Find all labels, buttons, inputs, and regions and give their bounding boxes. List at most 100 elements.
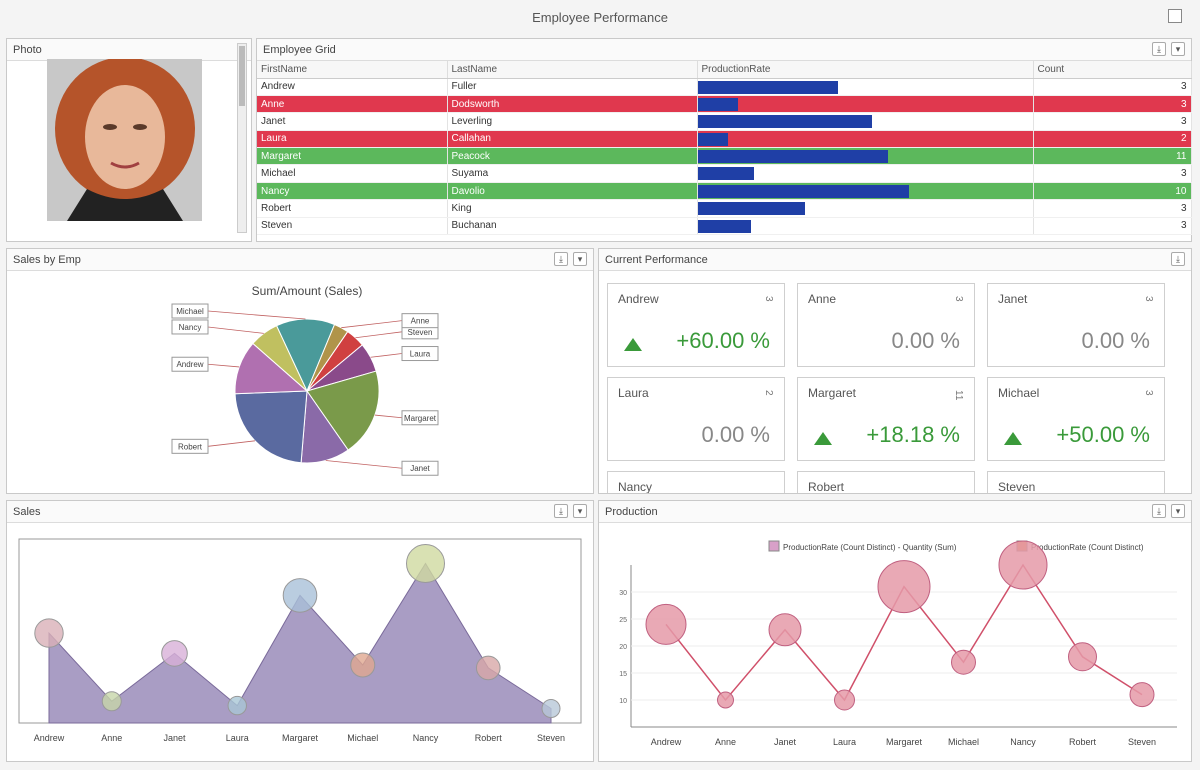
bubble-point[interactable] — [1068, 642, 1097, 672]
first-name-cell: Janet — [257, 112, 448, 131]
card-name: Anne — [808, 292, 837, 306]
bubble-point[interactable] — [1129, 682, 1155, 708]
pie-label: Nancy — [179, 323, 202, 332]
sales2-panel-title: Sales — [13, 505, 41, 518]
bubble-point[interactable] — [951, 649, 976, 675]
title-bar: Employee Performance — [0, 0, 1200, 34]
bubble-point[interactable] — [768, 613, 802, 647]
sales-export-icon[interactable]: ⤓ — [554, 252, 568, 266]
column-header[interactable]: ProductionRate — [697, 61, 1034, 79]
card-value: 0.00 % — [1081, 328, 1151, 353]
card-name: Margaret — [808, 386, 857, 400]
bubble-point[interactable] — [998, 540, 1048, 590]
sales-panel: Sales ⤓ ▾ Andrew Anne Janet Laura Margaret Mi… — [6, 500, 594, 762]
sales-filter-icon[interactable]: ▾ — [573, 252, 587, 266]
prod-filter-icon[interactable]: ▾ — [1171, 504, 1185, 518]
x-tick-label: Robert — [475, 733, 503, 743]
data-point[interactable] — [227, 695, 247, 716]
pie-label: Anne — [411, 317, 430, 326]
column-header[interactable]: Count — [1033, 61, 1192, 79]
performance-card[interactable]: Steven — [987, 471, 1165, 493]
column-header[interactable]: LastName — [447, 61, 698, 79]
card-name: Robert — [808, 480, 845, 494]
table-row[interactable]: Margaret Peacock 11 — [257, 147, 1192, 166]
sales2-export-icon[interactable]: ⤓ — [554, 504, 568, 518]
y-tick-label: 15 — [619, 671, 627, 678]
performance-card[interactable]: Janet 3 0.00 % — [987, 283, 1165, 367]
sales2-filter-icon[interactable]: ▾ — [573, 504, 587, 518]
pie-leader-line — [370, 353, 403, 358]
bubble-point[interactable] — [877, 560, 931, 614]
performance-card[interactable]: Michael 3 +50.00 % — [987, 377, 1165, 461]
grid-filter-icon[interactable]: ▾ — [1171, 42, 1185, 56]
data-point[interactable] — [101, 691, 122, 712]
bubble-chart: ProductionRate (Count Distinct) - Quanti… — [619, 540, 1177, 747]
x-tick-label: Andrew — [34, 733, 65, 743]
employee-photo — [47, 59, 202, 221]
data-point[interactable] — [34, 618, 64, 648]
first-name-cell: Margaret — [257, 147, 448, 166]
card-name: Michael — [998, 386, 1040, 400]
table-row[interactable]: Anne Dodsworth 3 — [257, 95, 1192, 114]
card-name: Andrew — [618, 292, 659, 306]
pie-slice[interactable] — [306, 323, 349, 392]
data-point[interactable] — [406, 544, 445, 583]
employee-table: FirstName LastName ProductionRate Count … — [257, 61, 1192, 236]
pie-slice[interactable] — [234, 390, 308, 464]
production-rate-bar — [697, 115, 872, 129]
pie-slice[interactable] — [306, 370, 380, 451]
table-row[interactable]: Laura Callahan 2 — [257, 130, 1192, 149]
performance-card[interactable]: Margaret 11 +18.18 % — [797, 377, 975, 461]
trend-up-icon — [1004, 432, 1022, 445]
production-rate-bar — [697, 202, 805, 216]
bubble-point[interactable] — [834, 689, 855, 711]
y-tick-label: 20 — [619, 644, 627, 651]
maximize-button[interactable] — [1168, 9, 1182, 23]
performance-card[interactable]: Nancy — [607, 471, 785, 493]
x-tick-label: Laura — [226, 733, 249, 743]
column-header[interactable]: FirstName — [257, 61, 448, 79]
production-rate-bar — [697, 132, 728, 146]
pie-leader-line — [374, 414, 403, 419]
performance-card[interactable]: Andrew 3 +60.00 % — [607, 283, 785, 367]
data-point[interactable] — [161, 640, 188, 667]
perf-export-icon[interactable]: ⤓ — [1171, 252, 1185, 266]
pie-leader-line — [341, 320, 403, 329]
table-row[interactable]: Steven Buchanan 3 — [257, 217, 1192, 236]
pie-leader-line — [325, 460, 403, 469]
table-row[interactable]: Andrew Fuller 3 — [257, 78, 1192, 96]
data-point[interactable] — [475, 655, 501, 681]
data-point[interactable] — [350, 652, 376, 678]
first-name-cell: Steven — [257, 217, 448, 236]
first-name-cell: Anne — [257, 95, 448, 114]
pie-label: Robert — [178, 442, 203, 451]
performance-card[interactable]: Laura 2 0.00 % — [607, 377, 785, 461]
x-tick-label: Margaret — [886, 737, 923, 747]
count-cell: 2 — [1033, 130, 1192, 149]
pie-leader-line — [207, 310, 306, 320]
bubble-point[interactable] — [717, 691, 734, 709]
card-value: 0.00 % — [701, 422, 771, 447]
prod-export-icon[interactable]: ⤓ — [1152, 504, 1166, 518]
card-value: 0.00 % — [891, 328, 961, 353]
bubble-point[interactable] — [645, 603, 687, 645]
pie-label-box — [401, 313, 439, 329]
table-row[interactable]: Robert King 3 — [257, 199, 1192, 218]
data-point[interactable] — [541, 699, 561, 718]
pie-label-box — [401, 346, 439, 362]
pie-slice[interactable] — [275, 318, 336, 393]
performance-card[interactable]: Anne 3 0.00 % — [797, 283, 975, 367]
data-point[interactable] — [282, 578, 318, 613]
grid-export-icon[interactable]: ⤓ — [1152, 42, 1166, 56]
photo-scrollbar[interactable] — [237, 43, 247, 233]
y-tick-label: 30 — [619, 590, 627, 597]
table-row[interactable]: Michael Suyama 3 — [257, 164, 1192, 183]
table-row[interactable]: Janet Leverling 3 — [257, 112, 1192, 131]
table-row[interactable]: Nancy Davolio 10 — [257, 182, 1192, 201]
area-chart: Andrew Anne Janet Laura Margaret Michael Nancy… — [18, 538, 582, 743]
grid-panel-header: Employee Grid ⤓ ▾ — [257, 39, 1191, 61]
sales-by-employee-panel: Sales by Emp ⤓ ▾ Sum/Amount (Sales) Steve… — [6, 248, 594, 494]
production-rate-bar — [697, 167, 755, 181]
performance-card[interactable]: Robert — [797, 471, 975, 494]
